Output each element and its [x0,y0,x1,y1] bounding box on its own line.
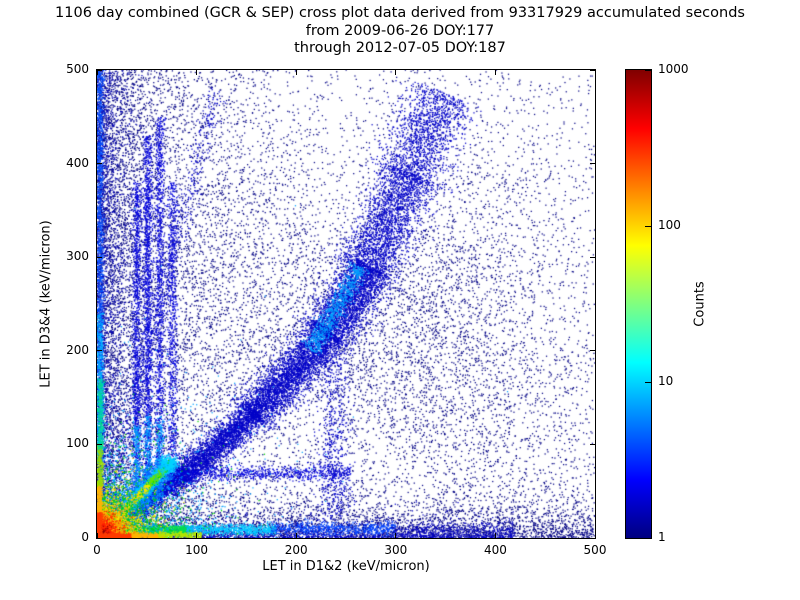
x-tick-mark-top [395,70,397,75]
x-tick-label: 0 [93,543,101,557]
colorbar [625,69,652,539]
x-tick-mark [494,533,496,538]
y-tick-label: 300 [66,249,89,264]
y-tick-mark-right [590,163,595,165]
colorbar-tick-mark [645,225,651,227]
x-tick-label: 400 [483,543,507,557]
colorbar-tick-mark [645,537,651,539]
x-tick-mark-top [295,70,297,75]
y-tick-mark [97,256,102,258]
y-tick-label: 400 [66,155,89,170]
x-tick-mark [196,533,198,538]
colorbar-tick-label: 100 [658,218,681,232]
colorbar-label: Counts [692,281,708,327]
y-tick-mark [97,350,102,352]
y-tick-mark [97,163,102,165]
plot-title: 1106 day combined (GCR & SEP) cross plot… [55,5,745,21]
x-tick-label: 300 [384,543,408,557]
x-tick-mark-top [196,70,198,75]
y-tick-label: 500 [66,62,89,76]
x-tick-mark [594,533,596,538]
x-tick-mark [295,533,297,538]
plot-axes [96,69,596,539]
x-tick-mark-top [96,70,98,75]
y-tick-mark [97,443,102,445]
y-tick-mark-right [590,256,595,258]
y-axis-label: LET in D3&4 (keV/micron) [38,220,54,388]
x-tick-mark [96,533,98,538]
x-tick-mark-top [494,70,496,75]
colorbar-tick-label: 1 [658,530,666,544]
x-tick-mark-top [594,70,596,75]
x-tick-label: 100 [185,543,209,557]
plot-subtitle-through: through 2012-07-05 DOY:187 [294,40,506,56]
y-tick-mark [97,537,102,539]
y-tick-label: 200 [66,342,89,357]
y-tick-mark [97,69,102,71]
x-axis-label: LET in D1&2 (keV/micron) [262,559,430,574]
colorbar-tick-mark [645,69,651,71]
scatter-heatmap-canvas [97,70,595,538]
y-tick-label: 0 [81,530,89,544]
x-tick-label: 200 [284,543,308,557]
colorbar-tick-label: 10 [658,374,674,388]
y-tick-label: 100 [66,436,89,451]
y-tick-mark-right [590,350,595,352]
x-tick-mark [395,533,397,538]
y-tick-mark-right [590,69,595,71]
colorbar-tick-mark [645,381,651,383]
x-tick-label: 500 [583,543,607,557]
plot-subtitle-from: from 2009-06-26 DOY:177 [305,23,495,39]
y-tick-mark-right [590,443,595,445]
colorbar-tick-label: 1000 [658,62,689,76]
y-tick-mark-right [590,537,595,539]
